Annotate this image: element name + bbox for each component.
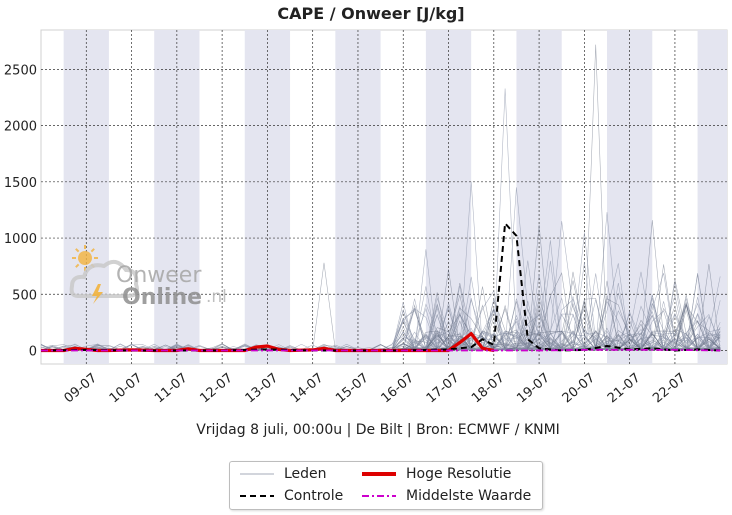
legend-swatch-controle (240, 490, 274, 502)
y-tick-label: 500 (12, 288, 37, 303)
x-tick-label: 22-07 (650, 371, 689, 407)
sun-ray (75, 263, 80, 268)
legend-item-leden: Leden (240, 464, 327, 484)
lightning-icon (92, 284, 103, 304)
legend-label-controle: Controle (284, 488, 344, 504)
chart-title: CAPE / Onweer [J/kg] (277, 4, 464, 23)
night-band (335, 30, 381, 364)
controle-line (40, 221, 721, 352)
x-tick-label: 10-07 (107, 371, 146, 407)
y-tick-label: 2000 (4, 120, 37, 135)
legend: Leden Hoge Resolutie Controle Middelste … (229, 461, 543, 510)
legend-swatch-leden (240, 468, 274, 480)
night-band (63, 30, 109, 364)
x-tick-label: 12-07 (197, 371, 236, 407)
x-tick-labels: 09-07 10-07 11-07 12-07 13-07 14-07 15-07 16-07… (62, 371, 689, 407)
night-band (244, 30, 291, 364)
y-tick-label: 2500 (4, 63, 37, 78)
logo-text-line1: Onweer (116, 263, 202, 288)
y-tick-label: 1500 (4, 176, 37, 191)
night-band (154, 30, 200, 364)
logo-text-line2: Online (122, 285, 202, 310)
night-bands (63, 30, 727, 364)
legend-label-middelste-waarde: Middelste Waarde (406, 488, 532, 504)
x-tick-label: 21-07 (605, 371, 644, 407)
series-lines (40, 221, 721, 353)
sun-ray (75, 248, 80, 253)
x-tick-label: 14-07 (288, 371, 327, 407)
y-tick-label: 1000 (4, 232, 37, 247)
x-tick-label: 15-07 (333, 371, 372, 407)
x-tick-label: 16-07 (379, 371, 418, 407)
x-tick-label: 19-07 (514, 371, 553, 407)
night-band (607, 30, 653, 364)
x-tick-label: 11-07 (152, 371, 191, 407)
legend-swatch-hoge-resolutie (362, 468, 396, 480)
legend-label-hoge-resolutie: Hoge Resolutie (406, 466, 512, 482)
cloud-icon (69, 259, 139, 298)
legend-swatch-middelste-waarde (362, 490, 396, 502)
y-tick-label: 0 (29, 345, 37, 360)
night-band (697, 30, 727, 364)
x-tick-label: 18-07 (469, 371, 508, 407)
legend-label-leden: Leden (284, 466, 327, 482)
x-tick-label: 13-07 (243, 371, 282, 407)
x-tick-label: 17-07 (424, 371, 463, 407)
logo-text-suffix: .nl (206, 287, 227, 307)
x-tick-label: 20-07 (560, 371, 599, 407)
x-tick-label: 09-07 (62, 371, 101, 407)
chart-subtitle: Vrijdag 8 juli, 00:00u | De Bilt | Bron:… (196, 422, 560, 438)
y-tick-labels: 0 500 1000 1500 2000 2500 (4, 63, 37, 359)
sun-ray (90, 248, 95, 253)
legend-item-hoge-resolutie: Hoge Resolutie (362, 464, 511, 484)
legend-item-middelste-waarde: Middelste Waarde (362, 486, 531, 506)
middelste-waarde-line (41, 349, 721, 352)
sun-icon (78, 251, 92, 265)
legend-item-controle: Controle (240, 486, 343, 506)
